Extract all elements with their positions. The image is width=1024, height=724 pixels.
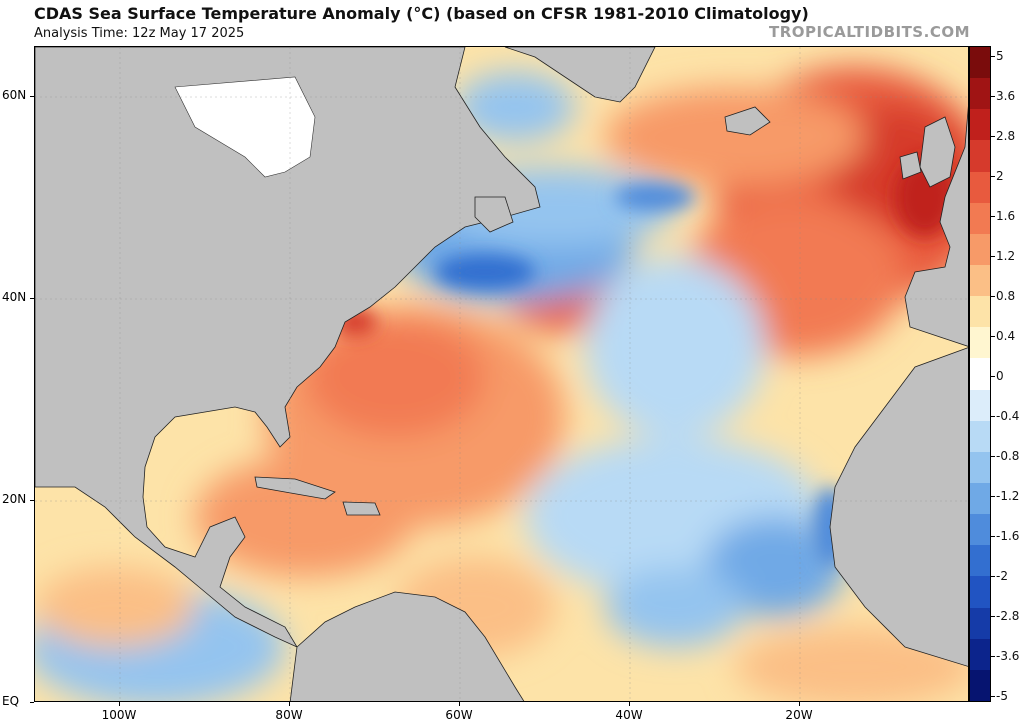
colorbar-label: 2: [996, 169, 1004, 183]
land-newfoundland: [474, 196, 514, 233]
land-greenland: [504, 47, 656, 103]
colorbar-tick: [991, 296, 995, 297]
colorbar-label: 2.8: [996, 129, 1016, 143]
colorbar-segment: [970, 389, 990, 422]
land-hispaniola: [342, 501, 381, 516]
colorbar-segment: [970, 78, 990, 110]
lon-tick: [629, 702, 630, 706]
lon-label-80w: 80W: [275, 708, 303, 722]
analysis-time: Analysis Time: 12z May 17 2025: [34, 26, 245, 41]
land-africa: [829, 347, 968, 667]
colorbar-segment: [970, 576, 990, 609]
colorbar-segment: [970, 638, 990, 671]
colorbar-tick: [991, 256, 995, 257]
lat-tick: [30, 702, 34, 703]
lon-tick: [289, 702, 290, 706]
colorbar-segment: [970, 202, 990, 235]
lon-label-60w: 60W: [445, 708, 473, 722]
map-canvas: [35, 47, 968, 701]
colorbar-label: -0.4: [996, 409, 1020, 423]
colorbar-label: 0: [996, 369, 1004, 383]
colorbar-segment: [970, 171, 990, 204]
lat-label-60n: 60N: [2, 88, 27, 103]
land-iceland: [724, 106, 771, 136]
colorbar-segment: [970, 451, 990, 484]
lat-label-40n: 40N: [2, 290, 27, 305]
colorbar-label: 3.6: [996, 89, 1016, 103]
lat-tick: [30, 500, 34, 502]
colorbar-segment: [970, 545, 990, 577]
graticule: [35, 47, 968, 701]
colorbar-tick: [991, 536, 995, 537]
colorbar-label: -1.2: [996, 489, 1020, 503]
colorbar-segment: [970, 109, 990, 141]
colorbar-segment: [970, 483, 990, 515]
lon-label-40w: 40W: [615, 708, 643, 722]
colorbar-label: -2.8: [996, 609, 1020, 623]
land-ireland: [899, 151, 922, 180]
colorbar-tick: [991, 696, 995, 697]
lat-label-eq: EQ: [2, 694, 20, 708]
colorbar-label: -0.8: [996, 449, 1020, 463]
sst-anomaly-map: [34, 46, 969, 702]
colorbar-segment: [970, 420, 990, 453]
colorbar-label: -5: [996, 689, 1008, 703]
colorbar-label: 0.8: [996, 289, 1016, 303]
map-title: CDAS Sea Surface Temperature Anomaly (°C…: [34, 4, 809, 23]
colorbar-tick: [991, 496, 995, 497]
colorbar-label: -2: [996, 569, 1008, 583]
site-credit: TROPICALTIDBITS.COM: [769, 23, 970, 41]
colorbar-tick: [991, 616, 995, 617]
colorbar-tick: [991, 376, 995, 377]
lat-label-20n: 20N: [2, 492, 27, 507]
land-south-america: [289, 591, 525, 701]
lon-tick: [459, 702, 460, 706]
colorbar-tick: [991, 336, 995, 337]
lat-tick: [30, 96, 34, 98]
colorbar-label: 0.4: [996, 329, 1016, 343]
colorbar-tick: [991, 136, 995, 137]
colorbar-tick: [991, 456, 995, 457]
land-europe: [904, 106, 968, 347]
colorbar-tick: [991, 96, 995, 97]
lon-tick: [799, 702, 800, 706]
colorbar-tick: [991, 656, 995, 657]
colorbar-tick: [991, 416, 995, 417]
lon-label-100w: 100W: [101, 708, 137, 722]
colorbar-segment: [970, 233, 990, 266]
colorbar-tick: [991, 216, 995, 217]
colorbar-segment: [970, 514, 990, 546]
lon-label-20w: 20W: [785, 708, 813, 722]
colorbar-segment: [970, 140, 990, 173]
colorbar-segment: [970, 296, 990, 328]
colorbar-label: -1.6: [996, 529, 1020, 543]
colorbar-segment: [970, 607, 990, 640]
lon-tick: [119, 702, 120, 706]
colorbar-segment: [970, 47, 990, 79]
colorbar-label: 1.2: [996, 249, 1016, 263]
colorbar-segment: [970, 327, 990, 359]
colorbar-tick: [991, 56, 995, 57]
colorbar-label: -3.6: [996, 649, 1020, 663]
land-cuba: [254, 476, 336, 500]
colorbar-segment: [970, 358, 990, 391]
colorbar-segment: [970, 265, 990, 297]
colorbar-tick: [991, 576, 995, 577]
colorbar-segment: [970, 669, 990, 702]
colorbar-label: 5: [996, 49, 1004, 63]
colorbar: [969, 46, 991, 702]
land-masses: [35, 47, 968, 701]
colorbar-label: 1.6: [996, 209, 1016, 223]
land-north-america: [35, 47, 541, 648]
lat-tick: [30, 298, 34, 300]
colorbar-tick: [991, 176, 995, 177]
